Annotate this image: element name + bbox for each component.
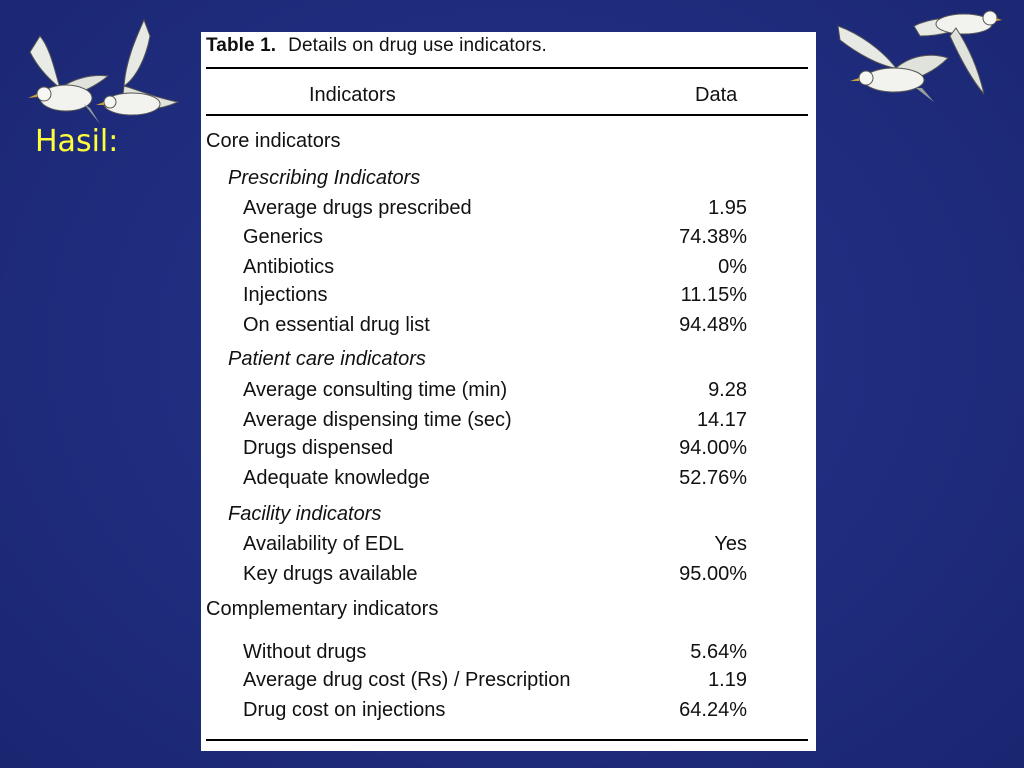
- column-header-data: Data: [695, 84, 738, 106]
- row-label: Drugs dispensed: [243, 437, 394, 459]
- table-row: Drugs dispensed 94.00%: [201, 437, 816, 465]
- row-label: Antibiotics: [243, 256, 335, 278]
- table-row: Average drug cost (Rs) / Prescription 1.…: [201, 669, 816, 697]
- row-label: Average consulting time (min): [243, 379, 508, 401]
- row-value: 0%: [718, 256, 747, 278]
- row-label: Without drugs: [243, 641, 367, 663]
- row-label: Patient care indicators: [228, 348, 426, 370]
- row-label: Complementary indicators: [206, 598, 439, 620]
- table-row-subsection: Facility indicators: [201, 503, 816, 531]
- table-title-text: Details on drug use indicators.: [288, 35, 547, 56]
- table-row-subsection: Patient care indicators: [201, 348, 816, 376]
- seagull-icon: [96, 18, 180, 116]
- table-row: On essential drug list 94.48%: [201, 314, 816, 342]
- table-bottom-rule: [206, 739, 808, 741]
- row-label: Key drugs available: [243, 563, 418, 585]
- row-value: 64.24%: [679, 699, 747, 721]
- row-value: 9.28: [708, 379, 747, 401]
- row-value: 5.64%: [690, 641, 747, 663]
- row-value: 52.76%: [679, 467, 747, 489]
- row-value: 74.38%: [679, 226, 747, 248]
- row-label: Prescribing Indicators: [228, 167, 421, 189]
- table-row: Generics 74.38%: [201, 226, 816, 254]
- table-row: Availability of EDL Yes: [201, 533, 816, 561]
- seagull-icon: [837, 25, 949, 102]
- seagull-icon: [913, 10, 1002, 95]
- row-label: On essential drug list: [243, 314, 430, 336]
- table-top-rule: [206, 67, 808, 69]
- table-row: Without drugs 5.64%: [201, 641, 816, 669]
- table-row-section: Core indicators: [201, 130, 816, 158]
- column-header-indicators: Indicators: [309, 84, 396, 106]
- row-value: 1.19: [708, 669, 747, 691]
- row-value: 95.00%: [679, 563, 747, 585]
- table-row: Drug cost on injections 64.24%: [201, 699, 816, 727]
- row-label: Average dispensing time (sec): [243, 409, 512, 431]
- row-label: Adequate knowledge: [243, 467, 430, 489]
- row-label: Availability of EDL: [243, 533, 404, 555]
- row-label: Core indicators: [206, 130, 341, 152]
- table-title-number: Table 1.: [206, 35, 277, 56]
- row-value: 14.17: [696, 409, 747, 431]
- slide-heading: Hasil:: [35, 124, 119, 159]
- row-label: Facility indicators: [228, 503, 382, 525]
- table-row-section: Complementary indicators: [201, 598, 816, 626]
- row-label: Average drug cost (Rs) / Prescription: [243, 669, 571, 691]
- table-row: Average dispensing time (sec) 14.17: [201, 409, 816, 437]
- seagull-icon: [28, 35, 110, 124]
- row-value: 1.95: [708, 197, 747, 219]
- row-value: 94.48%: [679, 314, 747, 336]
- row-label: Drug cost on injections: [243, 699, 446, 721]
- row-value: Yes: [714, 533, 747, 555]
- row-label: Generics: [243, 226, 324, 248]
- indicators-table: Table 1. Details on drug use indicators. …: [201, 32, 816, 751]
- table-row: Key drugs available 95.00%: [201, 563, 816, 591]
- row-value: 11.15%: [680, 284, 747, 306]
- table-header-rule: [206, 114, 808, 116]
- table-row: Average drugs prescribed 1.95: [201, 197, 816, 225]
- table-row: Antibiotics 0%: [201, 256, 816, 284]
- table-row: Average consulting time (min) 9.28: [201, 379, 816, 407]
- row-value: 94.00%: [679, 437, 747, 459]
- row-label: Injections: [243, 284, 328, 306]
- table-row: Injections 11.15%: [201, 284, 816, 312]
- table-row-subsection: Prescribing Indicators: [201, 167, 816, 195]
- table-row: Adequate knowledge 52.76%: [201, 467, 816, 495]
- row-label: Average drugs prescribed: [243, 197, 472, 219]
- table-title: Table 1. Details on drug use indicators.: [206, 35, 547, 57]
